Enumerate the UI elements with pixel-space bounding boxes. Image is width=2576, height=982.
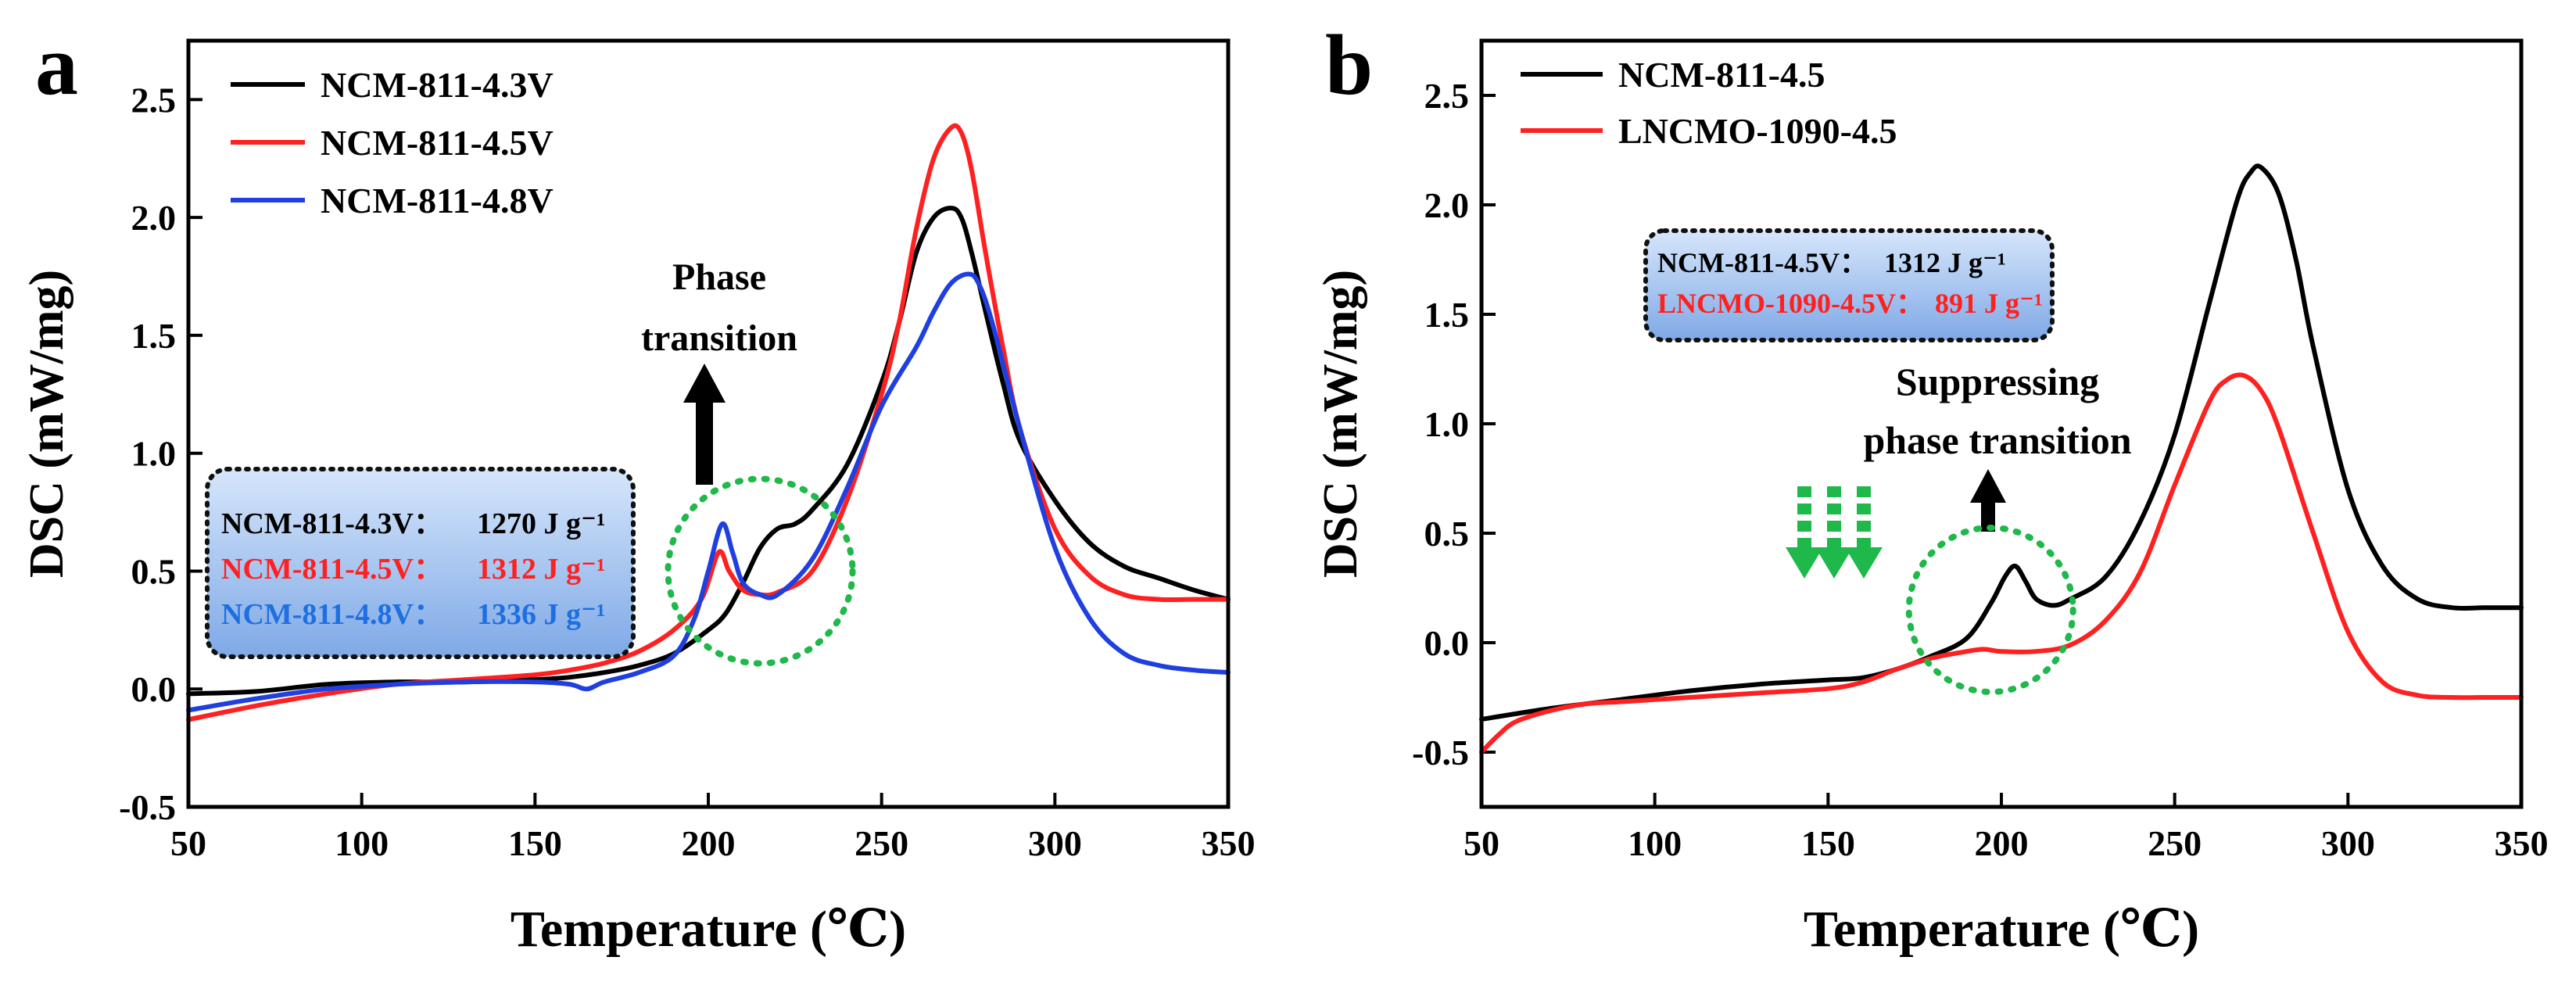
phase-label-line2: transition	[641, 317, 797, 359]
y-tick-label: 1.0	[131, 434, 177, 474]
series-line-b-2	[1479, 372, 2524, 754]
energy-a-row2-value: 1312 J g⁻¹	[477, 553, 605, 586]
y-tick-label: 0.0	[1424, 623, 1470, 663]
y-tick-label: 1.0	[1424, 404, 1470, 444]
energy-box-b-frame	[1643, 228, 2055, 342]
y-axis-title-a: DSC (mW/mg)	[20, 270, 73, 578]
panel-b-frame	[1479, 38, 2524, 809]
green-arrow-icon	[1786, 486, 1823, 579]
energy-b-row1-value: 1312 J g⁻¹	[1884, 247, 2006, 278]
legend-b: NCM-811-4.5 LNCMO-1090-4.5	[1521, 55, 1897, 151]
legend-a: NCM-811-4.3V NCM-811-4.5V NCM-811-4.8V	[231, 65, 554, 220]
phase-arrow-shaft	[696, 399, 713, 485]
x-axis-title-b: Temperature (℃)	[1804, 901, 2199, 958]
legend-a-label-1: NCM-811-4.3V	[321, 65, 554, 105]
energy-box-b: NCM-811-4.5V： 1312 J g⁻¹ LNCMO-1090-4.5V…	[1643, 228, 2055, 342]
energy-box-a: NCM-811-4.3V： 1270 J g⁻¹ NCM-811-4.5V： 1…	[205, 467, 636, 659]
panel-a-frame	[186, 38, 1231, 809]
x-axis-title-a: Temperature (℃)	[511, 901, 906, 958]
energy-a-row2-label: NCM-811-4.5V：	[221, 553, 443, 586]
green-arrow-icon	[1845, 486, 1883, 579]
x-tick-label: 200	[1975, 823, 2029, 863]
panel-a-lines	[186, 123, 1231, 722]
legend-b-label-2: LNCMO-1090-4.5	[1618, 111, 1897, 151]
y-tick-label: 0.0	[131, 669, 177, 709]
y-tick-label: 2.0	[131, 198, 177, 238]
energy-a-row1-label: NCM-811-4.3V：	[221, 507, 443, 540]
phase-transition-annotation: Phase transition	[641, 256, 856, 667]
x-tick-label: 100	[1628, 823, 1682, 863]
energy-b-row2-value: 891 J g⁻¹	[1935, 288, 2043, 319]
suppress-circle	[1905, 525, 2076, 695]
panel-b-ticks: 50 100 150 200 250 300 350 -0.5 0.0 0.5 1.0 1.5 2.0 2…	[1412, 76, 2548, 863]
green-arrow-icon	[1815, 486, 1853, 579]
suppress-arrow-head	[1970, 469, 2006, 503]
energy-box-a-frame	[205, 467, 636, 659]
x-tick-label: 350	[2495, 823, 2549, 863]
x-tick-label: 250	[2148, 823, 2202, 863]
legend-a-label-2: NCM-811-4.5V	[321, 123, 554, 163]
panel-a-ticks: 50 100 150 200 250 300 350 -0.5 0.0 0.5 1.0 1.5 2.0 2…	[119, 80, 1255, 863]
suppress-label-line2: phase transition	[1863, 418, 2131, 462]
phase-arrow-head	[683, 364, 726, 403]
panel-label-a: a	[35, 17, 78, 113]
panel-a: a 50 100 150 200 250 300 350 -0.5 0.0 0.5 1.0 1.5 2.…	[20, 17, 1256, 958]
x-tick-label: 300	[1028, 823, 1082, 863]
x-tick-label: 350	[1202, 823, 1256, 863]
energy-b-row1-label: NCM-811-4.5V：	[1657, 247, 1868, 278]
y-tick-label: -0.5	[1412, 733, 1469, 772]
series-line-a-3	[186, 271, 1231, 713]
suppress-label-line1: Suppressing	[1896, 360, 2099, 403]
phase-label-line1: Phase	[672, 256, 766, 298]
series-line-b-1	[1479, 163, 2524, 722]
y-tick-label: 2.5	[1424, 76, 1470, 116]
y-axis-title-b: DSC (mW/mg)	[1314, 270, 1367, 578]
panel-label-b: b	[1325, 17, 1373, 113]
y-tick-label: 0.5	[1424, 514, 1470, 554]
x-tick-label: 150	[508, 823, 562, 863]
energy-a-row3-label: NCM-811-4.8V：	[221, 598, 443, 631]
panel-b: b 50 100 150 200 250 300 350 -0.5 0.0 0.5 1.0 1.5 2.…	[1314, 17, 2549, 958]
legend-a-label-3: NCM-811-4.8V	[321, 181, 554, 220]
y-tick-label: 2.0	[1424, 185, 1470, 225]
energy-a-row1-value: 1270 J g⁻¹	[477, 507, 605, 540]
green-down-arrows	[1786, 486, 1883, 579]
x-tick-label: 50	[170, 823, 206, 863]
y-tick-label: 2.5	[131, 80, 177, 120]
suppress-annotation: Suppressing phase transition	[1786, 360, 2132, 695]
y-tick-label: 1.5	[131, 316, 177, 356]
panel-b-lines	[1479, 163, 2524, 754]
x-tick-label: 100	[335, 823, 389, 863]
energy-a-row3-value: 1336 J g⁻¹	[477, 598, 605, 631]
x-tick-label: 250	[854, 823, 908, 863]
x-tick-label: 150	[1801, 823, 1855, 863]
x-tick-label: 300	[2321, 823, 2375, 863]
energy-b-row2-label: LNCMO-1090-4.5V：	[1657, 288, 1924, 319]
legend-b-label-1: NCM-811-4.5	[1618, 55, 1825, 95]
y-tick-label: 0.5	[131, 551, 177, 591]
y-tick-label: -0.5	[119, 787, 176, 827]
phase-transition-circle	[665, 475, 856, 667]
y-tick-label: 1.5	[1424, 295, 1470, 335]
x-tick-label: 50	[1464, 823, 1499, 863]
x-tick-label: 200	[682, 823, 736, 863]
suppress-arrow-shaft	[1981, 500, 1995, 532]
